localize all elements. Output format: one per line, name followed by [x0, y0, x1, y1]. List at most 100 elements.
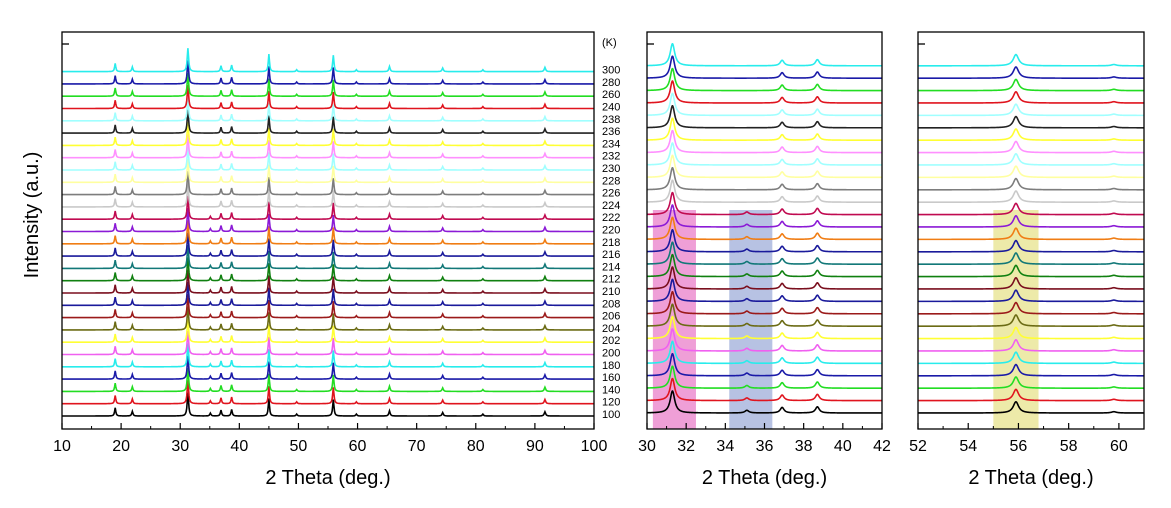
x-tick-label: 90	[526, 438, 544, 455]
trace-100K	[62, 392, 594, 417]
trace-236K	[647, 105, 882, 129]
trace-160K	[647, 353, 882, 377]
trace-204K	[62, 306, 594, 331]
x-tick-label: 30	[638, 438, 656, 455]
trace-238K	[918, 103, 1144, 117]
trace-200K	[62, 331, 594, 356]
trace-180K	[647, 340, 882, 365]
temperature-label-236: 236	[602, 126, 620, 138]
trace-230K	[62, 146, 594, 171]
x-tick-label: 36	[756, 438, 774, 455]
trace-234K	[918, 128, 1144, 141]
x-tick-label: 50	[290, 438, 308, 455]
temperature-label-204: 204	[602, 323, 620, 335]
trace-204K	[647, 303, 882, 327]
trace-212K	[62, 257, 594, 282]
trace-226K	[918, 177, 1144, 191]
trace-234K	[647, 117, 882, 141]
temperature-label-180: 180	[602, 360, 620, 372]
temperature-label-280: 280	[602, 77, 620, 89]
trace-260K	[647, 67, 882, 92]
x-axis-title: 2 Theta (deg.)	[968, 467, 1093, 489]
x-tick-label: 10	[53, 438, 71, 455]
panel-zoom-30-42: 30 32 34 36 38 40 42 2 Theta (deg.)	[638, 31, 891, 489]
trace-218K	[647, 216, 882, 241]
temperature-label-202: 202	[602, 335, 620, 347]
trace-228K	[647, 154, 882, 179]
trace-160K	[918, 363, 1144, 377]
temperature-label-234: 234	[602, 138, 620, 150]
temperature-label-218: 218	[602, 237, 620, 249]
panel-zoom-52-61: 52 54 56 58 60 2 Theta (deg.)	[909, 31, 1145, 489]
trace-120K	[918, 388, 1144, 402]
trace-180K	[918, 351, 1144, 365]
x-tick-label: 40	[834, 438, 852, 455]
temperature-label-260: 260	[602, 89, 620, 101]
temperature-label-210: 210	[602, 286, 620, 298]
trace-200K	[918, 338, 1144, 352]
trace-208K	[918, 289, 1144, 303]
trace-216K	[62, 232, 594, 257]
trace-206K	[647, 291, 882, 315]
temperature-label-120: 120	[602, 397, 620, 409]
x-tick-label: 60	[349, 438, 367, 455]
trace-300K	[647, 43, 882, 67]
y-axis-title: Intensity (a.u.)	[21, 152, 43, 279]
trace-236K	[62, 109, 594, 134]
trace-202K	[647, 315, 882, 340]
trace-224K	[918, 190, 1144, 203]
trace-240K	[62, 85, 594, 110]
temperature-label-240: 240	[602, 102, 620, 114]
x-axis-title: 2 Theta (deg.)	[702, 467, 827, 489]
trace-218K	[918, 227, 1144, 241]
trace-210K	[62, 269, 594, 294]
trace-220K	[62, 208, 594, 233]
trace-232K	[918, 140, 1144, 154]
trace-212K	[647, 253, 882, 278]
trace-202K	[62, 318, 594, 343]
trace-300K	[62, 48, 594, 73]
trace-214K	[62, 244, 594, 270]
plot-frame	[917, 31, 1145, 430]
trace-226K	[62, 171, 594, 196]
trace-208K	[647, 278, 882, 303]
trace-218K	[62, 220, 594, 245]
trace-202K	[918, 326, 1144, 340]
temperature-label-212: 212	[602, 274, 620, 286]
temperature-label-300: 300	[602, 65, 620, 77]
temperature-label-222: 222	[602, 212, 620, 224]
trace-180K	[62, 343, 594, 368]
trace-140K	[647, 365, 882, 389]
trace-140K	[918, 376, 1144, 389]
trace-210K	[918, 276, 1144, 290]
x-tick-label: 52	[909, 438, 927, 455]
trace-220K	[918, 214, 1144, 228]
trace-140K	[62, 367, 594, 393]
trace-238K	[647, 92, 882, 117]
x-tick-label: 40	[230, 438, 248, 455]
trace-100K	[647, 390, 882, 414]
x-tick-label: 34	[716, 438, 734, 455]
trace-280K	[647, 55, 882, 79]
x-tick-label: 70	[408, 438, 426, 455]
trace-160K	[62, 355, 594, 380]
shaded-region-0	[993, 210, 1039, 429]
x-tick-label: 58	[1060, 438, 1078, 455]
temperature-label-220: 220	[602, 225, 620, 237]
temperature-label-160: 160	[602, 372, 620, 384]
trace-100K	[918, 400, 1144, 414]
trace-206K	[62, 294, 594, 319]
trace-216K	[918, 239, 1144, 253]
trace-228K	[62, 158, 594, 184]
trace-220K	[647, 204, 882, 228]
trace-232K	[62, 134, 594, 159]
temperature-label-206: 206	[602, 311, 620, 323]
trace-260K	[918, 78, 1144, 92]
temperature-label-228: 228	[602, 175, 620, 187]
temperature-label-100: 100	[602, 409, 620, 421]
temperature-labels: 1001201401601802002022042062082102122142…	[602, 65, 620, 421]
trace-120K	[647, 377, 882, 402]
trace-260K	[62, 72, 594, 97]
temperature-label-230: 230	[602, 163, 620, 175]
